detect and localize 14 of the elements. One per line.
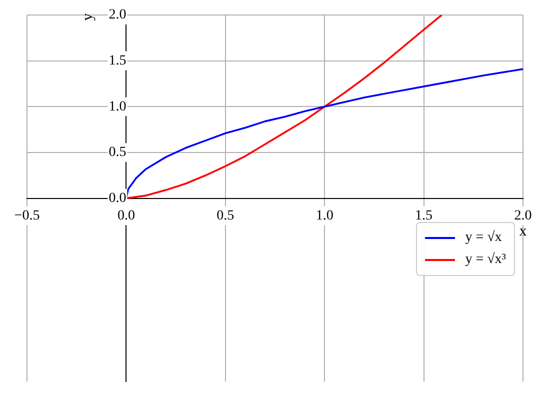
y-tick-label: 0.5 [108,145,126,160]
x-axis-title: x [519,224,528,240]
y-tick-label: 1.5 [108,53,126,68]
x-tick-label: 1.0 [316,208,334,224]
legend-label: y = √x [465,230,502,246]
y-axis-title: y [80,12,96,21]
x-tick-label: 0.5 [216,208,234,224]
y-tick-label: 1.0 [108,99,126,114]
x-tick-label: 2.0 [514,208,532,224]
legend-label: y = √x³ [465,252,506,268]
y-tick-label: 0.0 [108,190,126,206]
x-tick-label: 1.5 [415,208,433,224]
x-tick-label: −0.5 [14,208,40,224]
y-tick-label: 2.0 [108,8,126,23]
